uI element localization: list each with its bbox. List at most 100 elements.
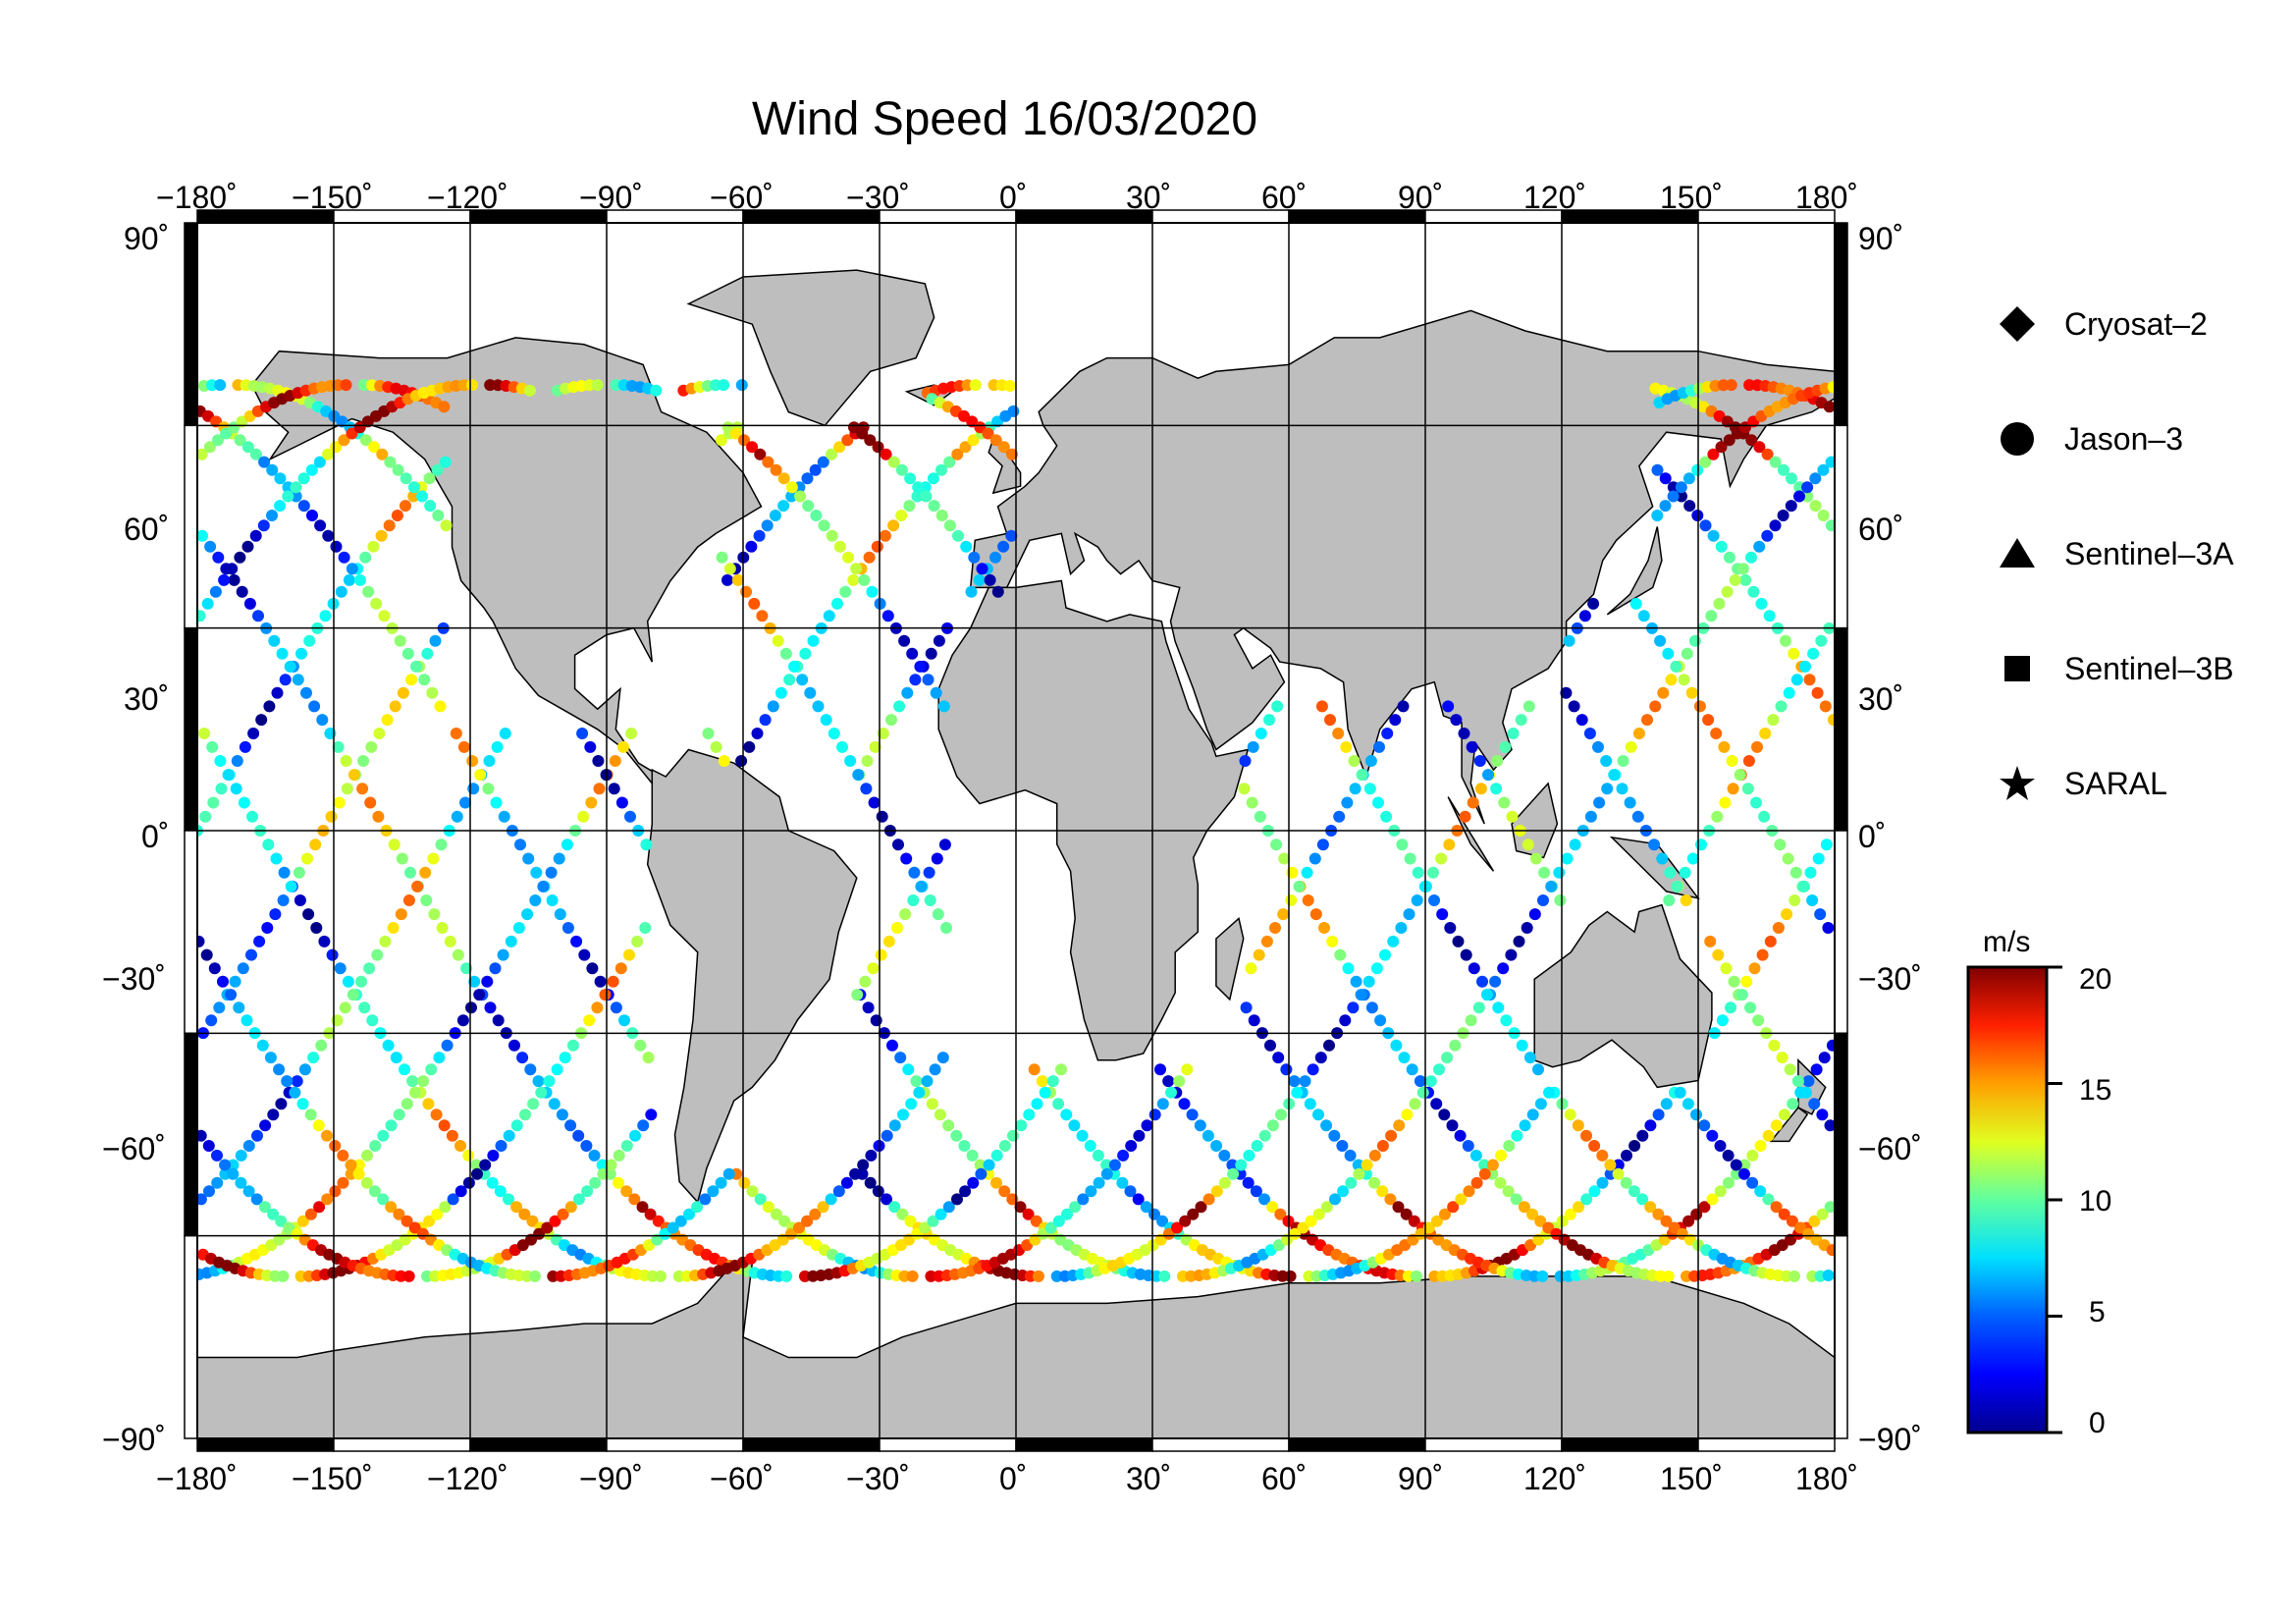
track-point [990, 1176, 1002, 1189]
track-point [1722, 1176, 1735, 1189]
track-point [654, 1270, 667, 1282]
track-point [313, 456, 326, 468]
track-point [1240, 1001, 1253, 1014]
track-point [594, 975, 607, 988]
track-point [229, 975, 241, 988]
track-point [608, 783, 620, 795]
track-point [930, 686, 942, 699]
track-point [589, 1176, 602, 1189]
track-point [1769, 456, 1782, 468]
track-point [880, 448, 892, 460]
track-point [877, 728, 889, 739]
track-point [818, 519, 830, 532]
track-point [699, 1193, 712, 1206]
track-point [325, 810, 338, 823]
track-point [1759, 728, 1772, 739]
track-point [400, 1215, 413, 1227]
track-point [1307, 1063, 1319, 1076]
track-point [1826, 1244, 1835, 1257]
track-point [400, 500, 411, 513]
map-frame [184, 209, 1848, 1452]
track-point [702, 728, 715, 739]
track-point [1532, 1063, 1544, 1076]
track-point [1093, 1176, 1105, 1189]
track-point [968, 551, 981, 564]
track-point [285, 880, 297, 893]
track-point [400, 472, 412, 485]
track-point [266, 463, 279, 476]
track-point [1636, 1129, 1649, 1142]
track-point [212, 551, 225, 564]
track-point [1688, 634, 1701, 647]
track-point [967, 1176, 980, 1189]
track-point [852, 769, 865, 782]
track-point [1253, 948, 1265, 961]
track-point [444, 935, 456, 947]
diamond-icon [1998, 304, 2037, 344]
track-point [1736, 563, 1749, 575]
track-point [735, 755, 748, 767]
track-point [1660, 1098, 1673, 1110]
track-point [780, 1270, 793, 1282]
track-point [1510, 1193, 1522, 1206]
track-point [1682, 1215, 1695, 1227]
track-point [1416, 1086, 1429, 1099]
track-point [338, 551, 350, 564]
track-point [261, 922, 274, 934]
track-point [926, 1098, 938, 1110]
track-point [802, 500, 815, 513]
track-point [966, 1149, 979, 1162]
track-point [848, 421, 860, 434]
track-point [1379, 948, 1391, 961]
track-point [391, 510, 403, 521]
track-point [238, 796, 250, 809]
track-point [241, 540, 254, 553]
track-point [564, 1119, 577, 1132]
triangle-icon [1998, 534, 2037, 573]
track-point [1746, 1149, 1759, 1162]
frame-bar-bottom [879, 1437, 1017, 1452]
frame-bar-right [1834, 830, 1848, 1035]
track-point [1769, 519, 1782, 532]
track-point [375, 529, 388, 542]
track-point [372, 810, 385, 823]
track-point [1825, 456, 1835, 468]
track-point [1337, 1185, 1350, 1198]
track-point [321, 1193, 334, 1206]
track-point [1181, 1063, 1194, 1076]
track-point [1396, 839, 1409, 851]
track-point [1411, 1270, 1422, 1282]
track-point [359, 434, 372, 447]
track-point [1361, 1159, 1373, 1171]
track-point [1280, 1063, 1293, 1076]
track-point [1763, 610, 1776, 622]
lon-tick-label-bottom: 150˚ [1660, 1461, 1724, 1496]
track-point [1489, 975, 1502, 988]
track-point [421, 647, 434, 660]
track-point [1179, 1215, 1192, 1227]
lat-tick-label-right: 90˚ [1858, 221, 1904, 256]
track-point [312, 1119, 325, 1132]
track-point [332, 740, 345, 753]
colorbar-tick-label: 5 [2089, 1296, 2106, 1328]
track-point [1761, 448, 1774, 460]
track-point [639, 922, 652, 934]
track-point [1534, 1098, 1547, 1110]
track-point [1449, 1039, 1462, 1052]
track-point [897, 1109, 909, 1121]
track-point [1226, 1159, 1239, 1171]
track-point [1680, 894, 1692, 906]
land-greenland [686, 269, 935, 427]
colorbar-ticks [2047, 965, 2062, 1434]
track-point [715, 434, 727, 447]
track-point [807, 634, 820, 647]
track-point [1681, 647, 1693, 660]
track-point [969, 379, 982, 392]
track-point [1560, 686, 1573, 699]
track-point [849, 1167, 862, 1180]
track-point [1342, 962, 1355, 975]
frame-bar-bottom [333, 1437, 471, 1452]
track-point [408, 1221, 421, 1234]
track-point [411, 880, 424, 893]
track-point [1478, 1159, 1491, 1171]
